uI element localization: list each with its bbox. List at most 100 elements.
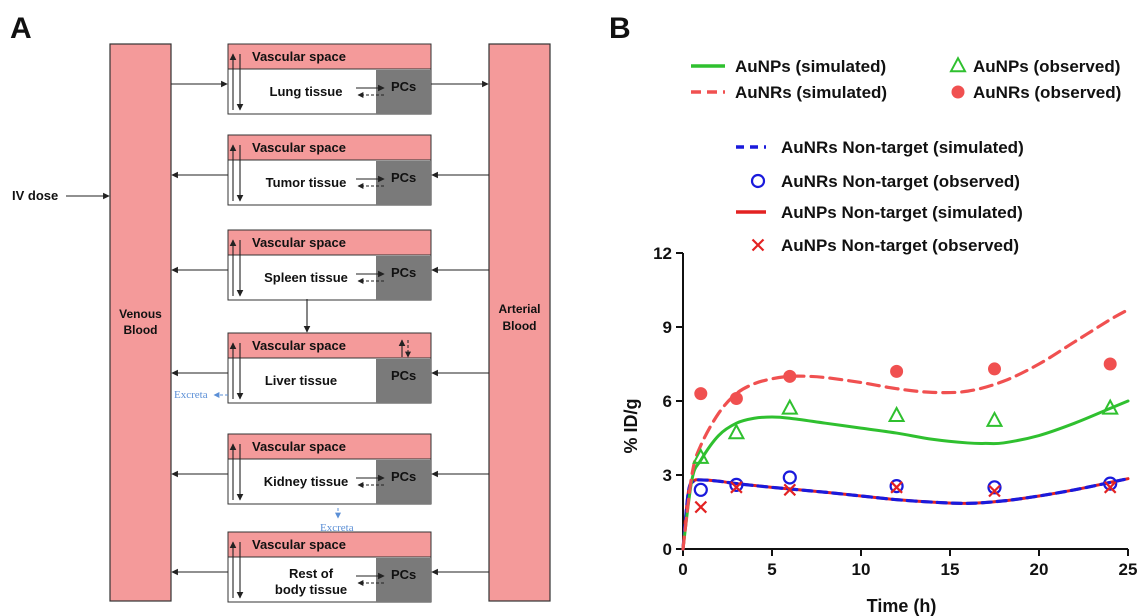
legend-label: AuNRs Non-target (observed) [781,172,1020,191]
pcs-label: PCs [391,265,416,280]
chart-legend: AuNPs (simulated) AuNPs (observed) AuNRs (… [691,56,1121,255]
chart-plot-area [681,308,1130,551]
pcs-box [376,558,431,602]
data-point [694,500,708,514]
series-line-6 [681,477,1130,551]
x-tick-label: 0 [678,560,687,579]
x-axis-title: Time (h) [867,596,937,616]
pcs-label: PCs [391,469,416,484]
vascular-space-box [227,332,432,359]
compartment-0: Vascular space PCs Lung tissue [171,43,489,115]
data-point [729,477,744,492]
data-point [783,483,797,497]
data-point [727,423,746,440]
x-tick-label: 5 [767,560,776,579]
y-tick-label: 0 [663,540,672,559]
legend-label: AuNRs (observed) [973,83,1121,102]
legend-item-5: AuNRs Non-target (observed) [750,172,1020,191]
pcs-box [376,256,431,300]
pcs-label: PCs [391,79,416,94]
y-axis-title: % ID/g [621,398,641,453]
data-point [985,410,1004,427]
arterial-label-line2: Blood [503,319,537,333]
vascular-space-box [227,433,432,460]
data-point [988,362,1001,376]
data-point [987,480,1002,495]
legend-marker-swatch [750,173,766,189]
y-tick-label: 9 [663,318,672,337]
legend-label: AuNPs Non-target (simulated) [781,203,1023,222]
pcs-label: PCs [391,170,416,185]
tissue-label-line1: Rest of [289,566,334,581]
data-point [988,484,1001,498]
vascular-space-box [227,134,432,161]
vascular-space-label: Vascular space [252,439,346,454]
series-points-7 [694,481,1117,514]
legend-item-2: AuNRs (simulated) [691,83,887,102]
pcs-box [376,161,431,205]
tissue-label: Liver tissue [265,373,337,388]
y-tick-label: 12 [653,244,672,263]
series-line-4 [681,477,1130,551]
legend-label: AuNPs Non-target (observed) [781,236,1019,255]
vascular-space-label: Vascular space [252,140,346,155]
data-point [693,482,708,497]
x-tick-label: 15 [941,560,960,579]
data-point [694,387,708,401]
legend-item-3: AuNRs (observed) [951,83,1121,102]
panel-b-letter: B [609,12,631,45]
data-point [783,369,797,383]
cross-stroke [783,483,797,497]
venous-label-line1: Venous [119,307,162,321]
pcs-box [376,70,431,114]
compartment-4: Vascular space PCs Kidney tissue [171,433,489,505]
x-tick-label: 20 [1030,560,1049,579]
data-point [692,447,710,464]
legend-label: AuNRs (simulated) [735,83,887,102]
legend-marker-swatch [751,238,765,252]
x-tick-label: 10 [852,560,871,579]
iv-dose-label: IV dose [12,188,58,203]
cross-stroke [730,481,743,494]
tissue-label: Spleen tissue [264,270,348,285]
liver-excreta-label: Excreta [174,389,208,401]
x-tick-label: 25 [1119,560,1138,579]
arterial-blood-box [488,43,551,602]
vascular-space-label: Vascular space [252,49,346,64]
vascular-space-box [227,229,432,256]
data-point [887,405,906,422]
data-point [1103,357,1117,371]
cross-stroke [751,238,765,252]
tissue-label: Tumor tissue [266,175,347,190]
legend-marker-swatch [951,85,965,99]
legend-marker-swatch [949,56,967,73]
series-points-1 [692,398,1119,464]
pcs-box [376,460,431,504]
data-point [889,479,904,494]
legend-label: AuNPs (observed) [973,57,1120,76]
y-tick-label: 6 [663,392,672,411]
venous-label-line2: Blood [124,323,158,337]
series-points-5 [693,470,1118,497]
series-points-3 [694,357,1117,406]
data-point [730,481,743,494]
legend-item-1: AuNPs (observed) [949,56,1120,76]
series-line-0 [681,399,1130,551]
legend-item-7: AuNPs Non-target (observed) [751,236,1019,255]
data-point [890,364,904,378]
panel-a: A IV dose Venous Blood Arterial Blood Va… [10,12,551,603]
pcs-label: PCs [391,567,416,582]
vascular-space-label: Vascular space [252,537,346,552]
data-point [1103,476,1118,491]
chart-axes: 0 3 6 9 12 0 5 10 15 20 25 Time (h) % ID/g [621,244,1137,616]
vascular-space-box [227,531,432,558]
panel-a-letter: A [10,12,32,45]
tissue-label: Kidney tissue [264,474,349,489]
tissue-label-line2: body tissue [275,582,347,597]
legend-label: AuNPs (simulated) [735,57,886,76]
panel-b: B AuNPs (simulated) AuNPs (observed) AuNRs… [609,12,1137,616]
data-point [729,392,743,406]
data-point [782,470,797,485]
